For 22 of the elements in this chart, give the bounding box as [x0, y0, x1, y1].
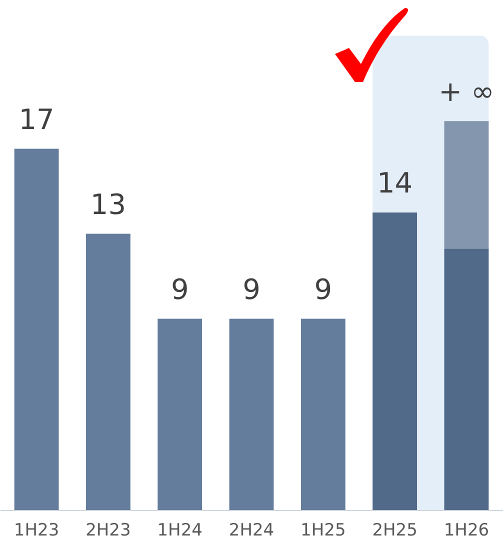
x-tick-label: 1H26: [444, 520, 490, 540]
bar: [372, 212, 418, 510]
x-tick-label: 1H25: [300, 520, 346, 540]
data-label: 9: [242, 272, 260, 306]
bar: [444, 121, 489, 249]
data-label: 9: [170, 272, 189, 306]
data-label: 9: [314, 272, 332, 306]
x-tick-label: 1H24: [157, 520, 202, 540]
data-label: 13: [90, 188, 126, 221]
x-tick-label: 2H24: [228, 520, 274, 540]
x-tick-label: 1H23: [14, 520, 60, 540]
bar: [158, 318, 202, 510]
x-tick-label: 2H25: [372, 520, 418, 540]
bar: [86, 234, 130, 510]
bar: [444, 248, 489, 510]
bar: [300, 318, 346, 510]
data-label: + ∞: [438, 75, 494, 108]
bar: [14, 148, 59, 510]
data-label: 17: [18, 102, 54, 136]
data-label: 14: [376, 166, 413, 200]
bar: [229, 318, 274, 510]
x-tick-label: 2H23: [86, 520, 131, 540]
